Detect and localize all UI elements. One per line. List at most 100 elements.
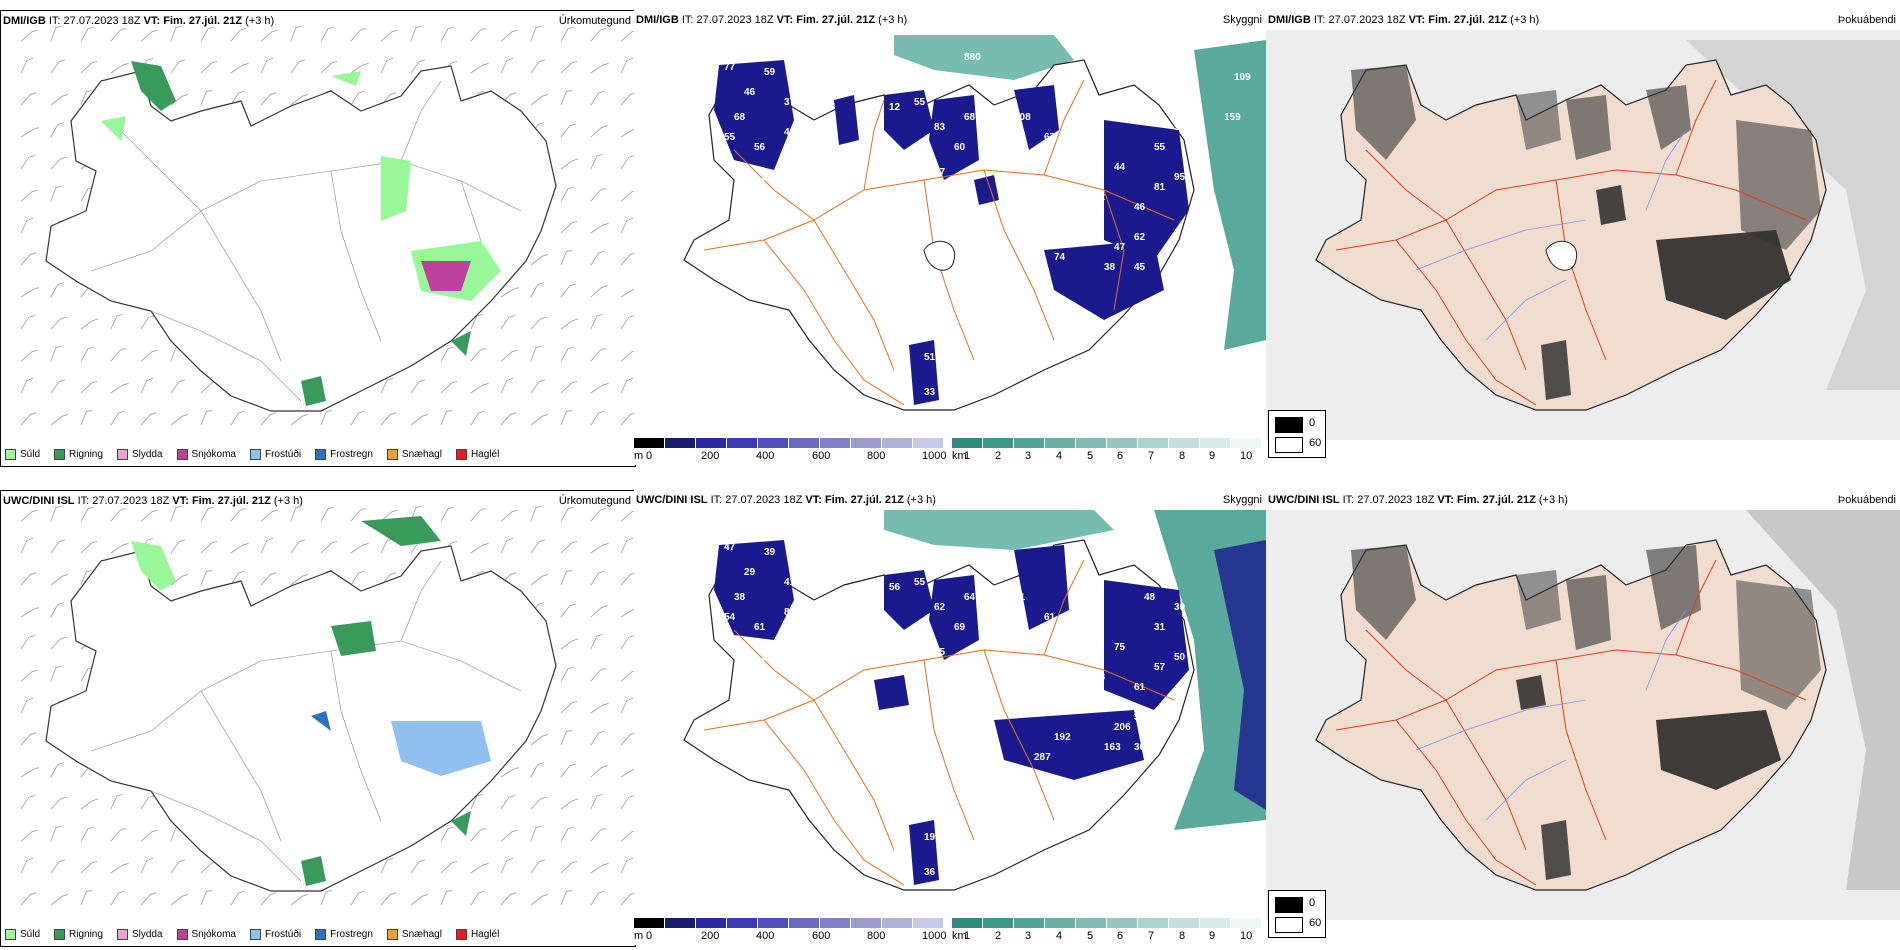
precip-legend-bottom: Súld Rigning Slydda Snjókoma Frostúði Frostre… [5, 929, 499, 940]
legend-label: Snjókoma [191, 929, 236, 940]
wind-barb [20, 29, 38, 42]
wind-barb [470, 27, 487, 42]
wind-barb [500, 412, 517, 426]
colorbar-segment [727, 438, 758, 448]
colorbar-segment [1014, 918, 1045, 928]
wind-barb [170, 859, 186, 874]
wind-barb [500, 349, 518, 362]
wind-barb [620, 128, 635, 138]
roads [703, 559, 1175, 886]
wind-barb [590, 702, 609, 714]
visibility-value: 130 [1094, 802, 1111, 813]
wind-barb [530, 539, 546, 554]
visibility-value: 54 [724, 612, 736, 623]
wind-barb [500, 509, 518, 522]
rain-areas [101, 61, 501, 406]
precip-panel-bottom: UWC/DINI ISL IT: 27.07.2023 18Z VT: Fim.… [0, 490, 636, 947]
legend-swatch [116, 929, 128, 940]
visibility-value: 32 [1094, 192, 1106, 203]
colorbar-tick: 8 [1179, 450, 1186, 462]
legend-swatch [249, 449, 261, 460]
legend-item: Haglél [455, 929, 499, 940]
wind-barb [590, 827, 607, 842]
wind-barb [530, 505, 542, 522]
wind-barb [530, 825, 542, 842]
wind-barb [620, 92, 635, 106]
wind-barb [500, 378, 514, 394]
visibility-value: 38 [1104, 262, 1116, 273]
legend-swatch [455, 929, 467, 940]
visibility-value: 39 [764, 547, 776, 558]
colorbar-tick: 10 [1240, 450, 1253, 462]
visibility-header-top: DMI/IGB IT: 27.07.2023 18Z VT: Fim. 27.j… [636, 14, 908, 26]
wind-barb [470, 62, 489, 74]
wind-barb [50, 762, 64, 778]
visibility-value: 06 [1034, 272, 1046, 283]
wind-barb [320, 409, 333, 426]
wind-barb [260, 538, 274, 554]
wind-barb [50, 59, 66, 74]
wind-barb [50, 539, 66, 554]
wind-barb [620, 732, 635, 746]
wind-barb [80, 569, 93, 586]
wind-barb [530, 414, 549, 426]
wind-barb [470, 890, 485, 906]
wind-barb [440, 889, 453, 906]
wind-barb [590, 410, 605, 426]
legend-label: Frostregn [330, 449, 373, 460]
visibility-value: 159 [1224, 112, 1241, 123]
wind-barb [530, 762, 544, 778]
colorbar-tick: 800 [867, 450, 886, 462]
elevation-colorbar-top [634, 438, 944, 448]
legend-label: Rigning [69, 929, 103, 940]
colorbar-segment [952, 918, 983, 928]
legend-swatch [315, 449, 327, 460]
visibility-value: 55 [914, 577, 926, 588]
legend-item: Snjókoma [176, 449, 236, 460]
visibility-panel-top: DMI/IGB IT: 27.07.2023 18Z VT: Fim. 27.j… [634, 10, 1266, 465]
wind-barb [560, 380, 578, 394]
colorbar-segment [1200, 918, 1231, 928]
precip-header-bottom: UWC/DINI ISL IT: 27.07.2023 18Z VT: Fim.… [3, 495, 303, 507]
wind-barb [500, 58, 514, 74]
fog-dark-areas [1351, 545, 1821, 880]
colorbar-segment [1014, 438, 1045, 448]
wind-barb [620, 288, 635, 298]
wind-barb [410, 859, 426, 874]
wind-barb [170, 539, 186, 554]
wind-barb [530, 379, 546, 394]
wind-barb [620, 315, 635, 330]
wind-barb [170, 379, 186, 394]
wind-barb [470, 507, 487, 522]
wind-barb [620, 858, 634, 874]
visibility-value: 50 [1174, 652, 1186, 663]
visibility-value: 81 [1154, 182, 1166, 193]
colorbar-tick: 8 [1179, 930, 1186, 942]
wind-barb [50, 859, 66, 874]
fog-panel-top: DMI/IGB IT: 27.07.2023 18Z VT: Fim. 27.j… [1266, 10, 1900, 465]
visibility-value: 68 [1094, 672, 1106, 683]
wind-barb [260, 509, 278, 522]
wind-barb [410, 505, 422, 522]
wind-barb [410, 379, 426, 394]
colorbar-segment [758, 918, 789, 928]
visibility-value: 60 [954, 142, 966, 153]
wind-barb [20, 412, 37, 426]
colorbar-tick: 200 [701, 930, 720, 942]
wind-barb [230, 90, 245, 106]
legend-item: Rigning [54, 449, 103, 460]
wind-barb [470, 862, 489, 874]
visibility-value: 56 [754, 142, 766, 153]
colorbar-segment [983, 918, 1014, 928]
wind-barb [20, 795, 35, 810]
visibility-value: 68 [964, 112, 976, 123]
wind-barb [110, 410, 125, 426]
wind-barb [530, 254, 549, 266]
visibility-value: 47 [1114, 242, 1126, 253]
colorbar-tick: 2 [995, 450, 1002, 462]
wind-barb [80, 409, 93, 426]
precip-title-bottom: Úrkomutegund [558, 495, 631, 507]
visibility-value: 48 [784, 127, 796, 138]
wind-barb [470, 382, 489, 394]
legend-label: Slydda [131, 449, 163, 460]
